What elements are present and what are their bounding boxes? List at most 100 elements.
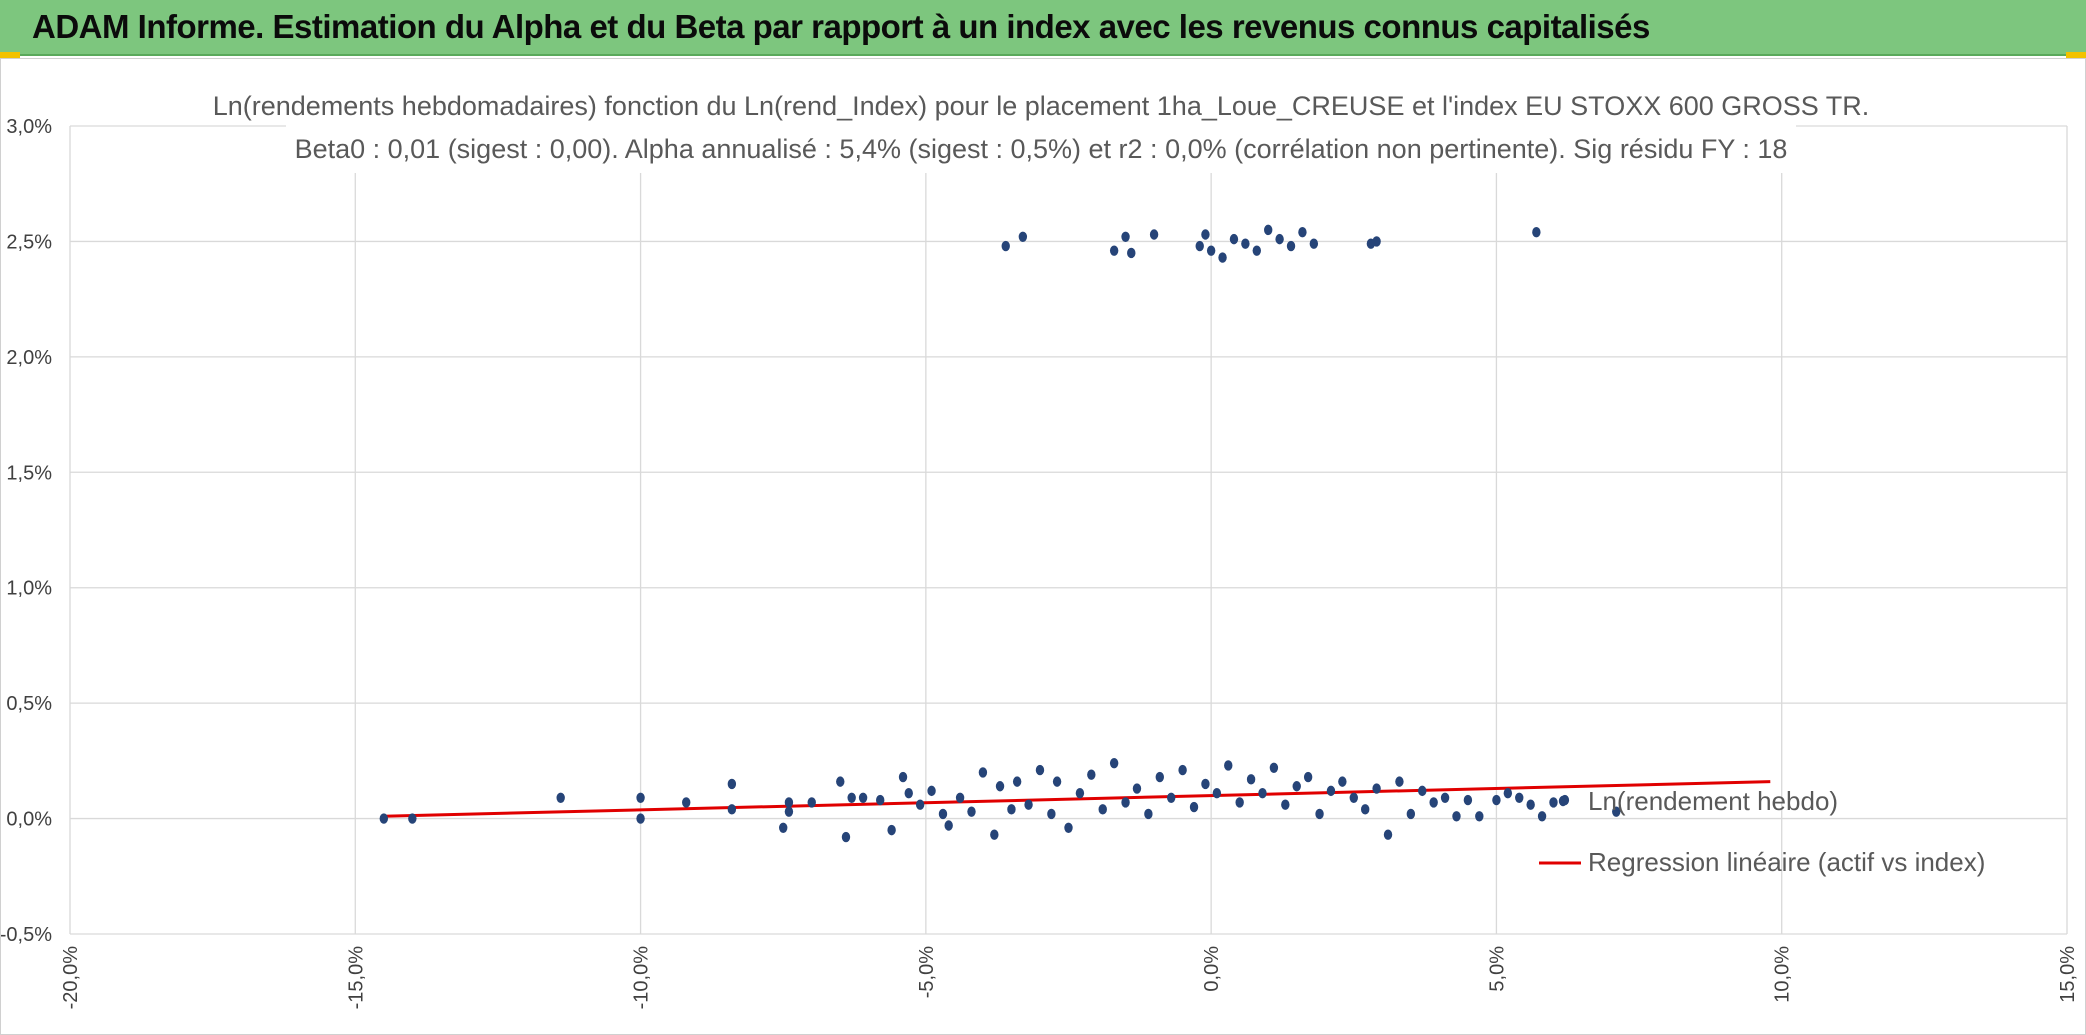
x-tick-label: 15,0%: [2057, 946, 2079, 1003]
data-point: [847, 792, 856, 803]
data-point: [1121, 231, 1130, 243]
x-tick-label: -15,0%: [345, 946, 367, 1010]
data-point: [636, 813, 645, 824]
data-point: [1144, 808, 1153, 820]
data-point: [784, 806, 794, 817]
data-point: [1298, 226, 1307, 238]
data-point: [408, 813, 417, 824]
data-point: [1418, 785, 1427, 797]
data-point: [1007, 804, 1016, 815]
data-point: [1109, 757, 1119, 769]
data-point: [1024, 799, 1033, 810]
data-point: [1537, 811, 1547, 822]
data-point: [1252, 245, 1261, 256]
data-point: [858, 792, 868, 803]
y-tick-label: -0,5%: [1, 924, 52, 946]
data-point: [1195, 240, 1204, 252]
data-point: [1149, 229, 1159, 240]
data-point: [1281, 799, 1290, 810]
report-title: ADAM Informe. Estimation du Alpha et du …: [32, 8, 1650, 45]
x-tick-label: 5,0%: [1486, 946, 1508, 992]
data-point: [1372, 783, 1381, 794]
data-point: [379, 813, 389, 824]
data-point: [1292, 781, 1301, 792]
data-point: [927, 785, 936, 797]
data-point: [876, 794, 885, 806]
data-point: [836, 776, 845, 787]
data-point: [898, 771, 908, 783]
x-tick-label: -20,0%: [60, 946, 82, 1010]
data-point: [1001, 240, 1010, 252]
data-point: [1012, 776, 1022, 787]
data-point: [1155, 771, 1164, 783]
chart-subtitle: Beta0 : 0,01 (sigest : 0,00). Alpha annu…: [295, 134, 1788, 164]
x-tick-label: 10,0%: [1772, 946, 1794, 1003]
corner-marker-right: [2066, 52, 2086, 60]
data-point: [1229, 233, 1239, 245]
data-point: [1612, 806, 1621, 817]
data-point: [1035, 764, 1045, 776]
data-point: [1167, 792, 1176, 803]
data-point: [1212, 787, 1222, 799]
data-point: [556, 792, 565, 803]
data-point: [1064, 822, 1073, 834]
data-point: [1121, 797, 1130, 808]
data-point: [978, 767, 988, 778]
data-point: [1189, 801, 1199, 813]
data-point: [1309, 238, 1319, 249]
legend-entry-regression: Regression linéaire (actif vs index): [1588, 847, 1985, 877]
data-point: [1132, 783, 1142, 794]
data-point: [1224, 760, 1233, 771]
legend: Ln(rendement hebdo) Regression linéaire …: [1539, 786, 1985, 877]
regression-line: [383, 780, 1771, 818]
data-point: [1492, 794, 1501, 806]
chart-title: Ln(rendements hebdomadaires) fonction du…: [213, 91, 1870, 121]
data-point: [1127, 247, 1136, 259]
data-point: [1406, 808, 1416, 820]
data-point: [1315, 808, 1324, 820]
data-point: [784, 797, 794, 808]
data-point: [887, 824, 896, 836]
y-tick-label: 3,0%: [6, 116, 52, 138]
data-point: [1503, 787, 1513, 799]
chart-area: -0,5% 0,0% 0,5% 1,0% 1,5% 2,0% 2,5% 3,0% -20,0% -…: [0, 58, 2086, 1035]
data-point: [1526, 799, 1535, 810]
y-tick-label: 1,0%: [6, 578, 52, 600]
data-point: [938, 808, 948, 820]
data-point: [682, 797, 691, 808]
data-point: [779, 822, 788, 834]
corner-marker-left: [0, 52, 20, 60]
data-point: [727, 778, 737, 790]
title-background: [286, 83, 1796, 173]
data-point: [1018, 231, 1028, 243]
data-point: [1429, 797, 1438, 808]
data-point: [990, 829, 999, 840]
y-tick-label: 2,5%: [6, 231, 52, 253]
data-point: [841, 831, 851, 843]
data-point: [1440, 792, 1450, 803]
data-point: [1218, 252, 1227, 263]
data-point: [1258, 787, 1267, 799]
y-tick-label: 1,5%: [6, 462, 52, 484]
data-point: [944, 820, 953, 831]
data-point: [995, 781, 1005, 792]
data-point: [1303, 771, 1313, 783]
data-point: [1463, 794, 1473, 806]
data-point: [1201, 778, 1210, 790]
data-point: [1349, 792, 1358, 803]
data-point: [1269, 762, 1279, 773]
data-point: [1075, 787, 1085, 799]
data-point: [1372, 236, 1381, 247]
regression-layer: [383, 780, 1771, 818]
data-point: [807, 797, 816, 808]
x-tick-label: -10,0%: [631, 946, 653, 1010]
tick-labels: -0,5% 0,0% 0,5% 1,0% 1,5% 2,0% 2,5% 3,0% -20,0% -…: [1, 116, 2079, 1009]
data-point: [1326, 785, 1336, 797]
data-point: [1052, 776, 1062, 787]
data-point: [1532, 226, 1541, 238]
legend-entry-scatter: Ln(rendement hebdo): [1588, 786, 1838, 816]
data-point: [1549, 797, 1558, 808]
data-point: [967, 806, 976, 817]
data-point: [1241, 238, 1250, 249]
data-point: [1452, 811, 1461, 822]
